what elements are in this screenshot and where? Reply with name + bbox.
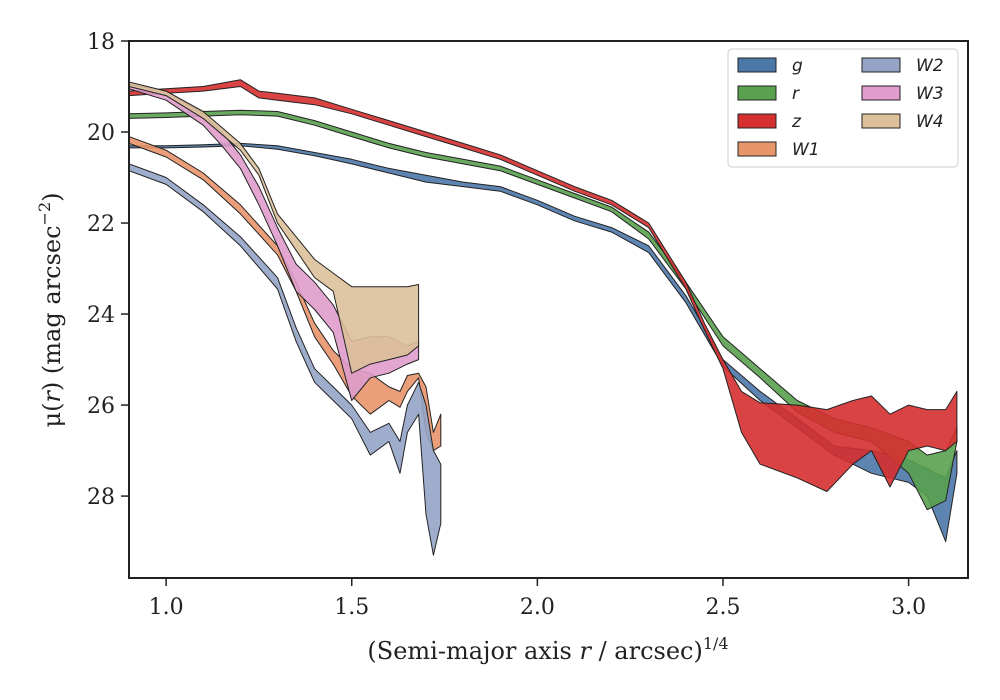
legend-item-g: g — [737, 56, 803, 76]
legend-label: W4 — [916, 112, 944, 132]
legend-item-w2: W2 — [861, 56, 944, 76]
legend-frame — [727, 48, 959, 168]
x-axis-ticks: 1.0 1.5 2.0 2.5 3.0 — [149, 578, 926, 620]
x-tick-label: 3.0 — [891, 595, 926, 620]
legend-label: W2 — [916, 56, 944, 76]
y-tick-label: 22 — [87, 212, 115, 237]
legend-swatch — [737, 85, 777, 101]
y-tick-label: 26 — [87, 394, 115, 419]
series-band-w2 — [129, 163, 442, 556]
x-tick-label: 2.5 — [705, 595, 740, 620]
y-tick-label: 28 — [87, 485, 115, 510]
x-tick-label: 1.0 — [149, 595, 184, 620]
legend-label: r — [792, 84, 800, 104]
legend-item-z: z — [737, 112, 802, 132]
y-tick-label: 18 — [87, 30, 115, 55]
series-band-z — [129, 79, 958, 492]
legend-swatch — [861, 57, 901, 73]
plot-frame — [128, 40, 969, 579]
data-bands — [129, 79, 958, 556]
legend-item-w4: W4 — [861, 112, 944, 132]
legend-label: g — [792, 56, 803, 76]
legend-swatch — [861, 113, 901, 129]
series-band-w3 — [129, 83, 420, 401]
legend-swatch — [737, 57, 777, 73]
legend-swatch — [861, 85, 901, 101]
legend-label: W1 — [792, 140, 820, 160]
y-tick-label: 20 — [87, 121, 115, 146]
legend-swatch — [737, 141, 777, 157]
x-tick-label: 1.5 — [334, 595, 369, 620]
series-band-g — [129, 142, 958, 543]
legend-label: W3 — [916, 84, 944, 104]
legend-item-r: r — [737, 84, 800, 104]
y-axis-label: μ(r) (mag arcsec−2) — [35, 192, 66, 427]
legend: grz W1 W2 W3 W4 — [727, 48, 959, 168]
series-band-w4 — [129, 81, 420, 374]
x-tick-label: 2.0 — [520, 595, 555, 620]
legend-item-w1: W1 — [737, 140, 820, 160]
y-axis-ticks: 18 20 22 24 26 28 — [87, 30, 129, 510]
legend-item-w3: W3 — [861, 84, 944, 104]
legend-label: z — [791, 112, 802, 132]
legend-swatch — [737, 113, 777, 129]
x-axis-label: (Semi-major axis r / arcsec)1/4 — [367, 634, 728, 665]
y-tick-label: 24 — [87, 303, 115, 328]
